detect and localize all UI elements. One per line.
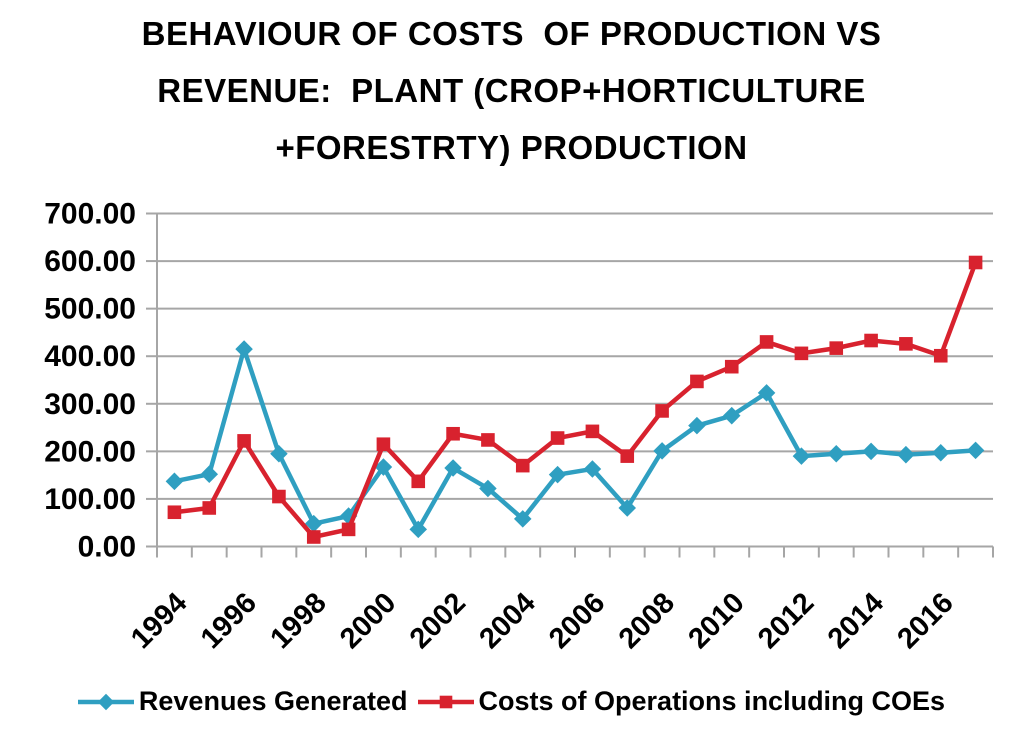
series-costs [167,255,983,544]
x-tick-label: 2014 [822,587,890,655]
revenues-point-marker [897,445,915,464]
x-tick-label: 2016 [891,587,959,655]
x-tick-label: 2000 [334,587,402,655]
y-tick-label: 300.00 [44,388,136,421]
revenues-point-marker [374,458,393,476]
revenues-point-marker [966,441,985,460]
costs-point-marker [690,374,704,389]
costs-point-marker [759,335,774,349]
x-tick-label: 2006 [543,587,611,655]
legend: Revenues Generated Costs of Operations i… [0,686,1023,717]
revenues-point-marker [931,444,950,462]
revenues-point-marker [618,499,637,517]
legend-swatch-marker [439,695,452,708]
y-tick-label: 400.00 [44,340,136,373]
y-tick-label: 100.00 [44,483,136,516]
revenues-point-marker [200,465,219,483]
revenues-point-marker [165,472,184,491]
revenues-point-marker [304,514,323,533]
revenues-point-marker [444,459,462,477]
legend-swatch-marker [97,693,115,710]
revenues-point-marker [479,479,497,498]
costs-point-marker [306,530,321,544]
costs-point-marker [864,333,878,348]
x-tick-label: 1996 [195,587,263,655]
costs-point-marker [550,431,565,445]
costs-point-marker [933,348,948,363]
costs-point-marker [167,505,182,520]
costs-point-marker [341,522,356,537]
y-tick-label: 700.00 [44,198,136,231]
x-tick-label: 2002 [404,587,472,655]
revenues-point-marker [409,520,428,539]
costs-point-marker [446,426,460,441]
legend-item-costs: Costs of Operations including COEs [417,686,946,717]
x-tick-label: 1998 [264,587,332,655]
costs-point-marker [829,341,844,355]
costs-line [174,261,978,540]
costs-point-marker [272,489,286,504]
costs-point-marker [515,458,530,473]
costs-point-marker [481,433,495,447]
y-tick-label: 0.00 [78,531,136,564]
x-tick-label: 2010 [682,587,750,655]
costs-point-marker [411,474,426,489]
legend-item-revenues: Revenues Generated [77,686,408,717]
costs-point-marker [620,449,635,463]
revenues-point-marker [792,447,811,465]
costs-point-marker [968,255,983,270]
x-tick-label: 2004 [473,587,541,655]
costs-point-marker [237,434,251,448]
x-tick-label: 2012 [752,587,820,655]
revenues-line [173,346,976,532]
y-tick-label: 600.00 [44,245,136,278]
revenues-point-marker [827,444,846,463]
revenues-point-marker [688,416,706,435]
y-tick-label: 200.00 [44,435,136,468]
costs-point-marker [794,346,809,361]
revenues-point-marker [862,442,880,461]
revenues-legend-marker-icon [77,690,134,714]
costs-point-marker [655,404,669,418]
revenues-point-marker [583,460,602,478]
revenues-point-marker [722,406,741,425]
chart-title: BEHAVIOUR OF COSTS OF PRODUCTION VS REVE… [141,15,882,166]
y-tick-label: 500.00 [44,293,136,326]
costs-point-marker [376,437,391,452]
costs-legend-marker-icon [417,690,474,714]
costs-point-marker [202,501,217,515]
costs-point-marker [724,359,739,374]
x-tick-label: 2008 [613,587,681,655]
revenues-point-marker [270,444,288,463]
series-revenues [165,340,985,539]
x-tick-label: 1994 [125,587,193,655]
costs-point-marker [899,337,913,351]
costs-point-marker [585,424,600,439]
legend-label-costs: Costs of Operations including COEs [478,686,946,716]
revenues-point-marker [513,510,532,528]
legend-label-revenues: Revenues Generated [138,686,408,716]
